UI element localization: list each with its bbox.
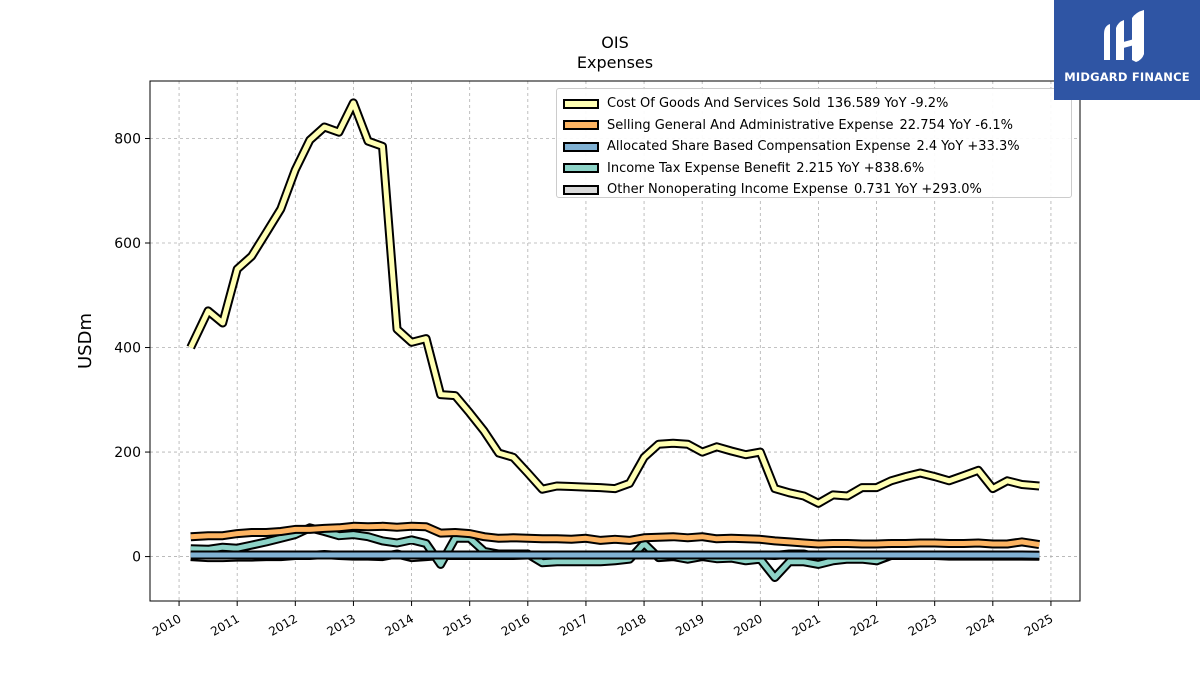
legend-series-name: Cost Of Goods And Services Sold — [607, 96, 821, 112]
x-tick-label: 2019 — [673, 611, 706, 638]
series-group — [186, 98, 1040, 582]
legend-swatch — [563, 141, 599, 152]
chart-title: OIS — [601, 33, 628, 52]
series-cost-of-goods-and-services-sold — [186, 98, 1040, 508]
series-line — [188, 100, 1040, 506]
legend-series-value: 2.215 — [796, 160, 834, 176]
chart-subtitle: Expenses — [577, 53, 653, 72]
x-tick-label: 2020 — [731, 611, 764, 638]
brand-logo: MIDGARD FINANCE — [1054, 0, 1200, 100]
legend-series-yoy: YoY +33.3% — [941, 139, 1020, 155]
legend-series-yoy: YoY +838.6% — [837, 160, 925, 176]
legend-swatch — [563, 184, 599, 195]
x-tick-label: 2023 — [906, 611, 939, 638]
y-tick-label: 0 — [132, 550, 141, 566]
legend-swatch — [563, 120, 599, 131]
y-axis-label: USDm — [75, 313, 96, 369]
legend-series-yoy: YoY +293.0% — [895, 182, 982, 198]
series-selling-general-and-administrative-expense — [190, 521, 1040, 550]
logo-text: MIDGARD FINANCE — [1064, 70, 1190, 84]
legend-item: Other Nonoperating Income Expense 0.731 Yo… — [563, 179, 1065, 201]
y-tick-label: 800 — [114, 131, 141, 147]
legend-item: Income Tax Expense Benefit 2.215 YoY +838.… — [563, 158, 1065, 180]
legend-swatch — [563, 98, 599, 109]
legend: Cost Of Goods And Services Sold 136.589 Yo… — [556, 88, 1072, 198]
x-tick-label: 2011 — [208, 611, 241, 638]
legend-series-name: Selling General And Administrative Expen… — [607, 117, 894, 133]
x-tick-label: 2010 — [150, 611, 183, 638]
y-tick-label: 400 — [114, 341, 141, 357]
x-tick-label: 2016 — [499, 611, 532, 638]
legend-series-yoy: YoY -9.2% — [884, 96, 949, 112]
x-tick-label: 2024 — [964, 611, 997, 638]
x-tick-label: 2022 — [848, 611, 881, 638]
y-tick-label: 600 — [114, 236, 141, 252]
legend-series-yoy: YoY -6.1% — [949, 117, 1013, 133]
plot-frame — [149, 80, 1081, 602]
x-tick-label: 2025 — [1022, 611, 1055, 638]
logo-mark-icon — [1104, 10, 1144, 62]
x-tick-label: 2015 — [441, 611, 474, 638]
x-tick-label: 2013 — [324, 611, 357, 638]
x-tick-label: 2017 — [557, 611, 590, 638]
legend-series-value: 2.4 — [916, 139, 938, 155]
x-tick-label: 2021 — [789, 611, 822, 638]
legend-swatch — [563, 163, 599, 174]
x-tick-label: 2014 — [383, 611, 416, 638]
series-line — [190, 523, 1040, 548]
legend-series-name: Income Tax Expense Benefit — [607, 160, 791, 176]
y-tick-label: 200 — [114, 445, 141, 461]
x-tick-label: 2012 — [266, 611, 299, 638]
legend-series-value: 136.589 — [826, 96, 881, 112]
legend-item: Allocated Share Based Compensation Expen… — [563, 136, 1065, 158]
legend-series-name: Other Nonoperating Income Expense — [607, 182, 848, 198]
legend-series-value: 0.731 — [853, 182, 892, 198]
legend-item: Selling General And Administrative Expen… — [563, 115, 1065, 137]
x-tick-label: 2018 — [615, 611, 648, 638]
legend-series-value: 22.754 — [899, 117, 946, 133]
legend-item: Cost Of Goods And Services Sold 136.589 Yo… — [563, 93, 1065, 115]
legend-series-name: Allocated Share Based Compensation Expen… — [607, 139, 911, 155]
